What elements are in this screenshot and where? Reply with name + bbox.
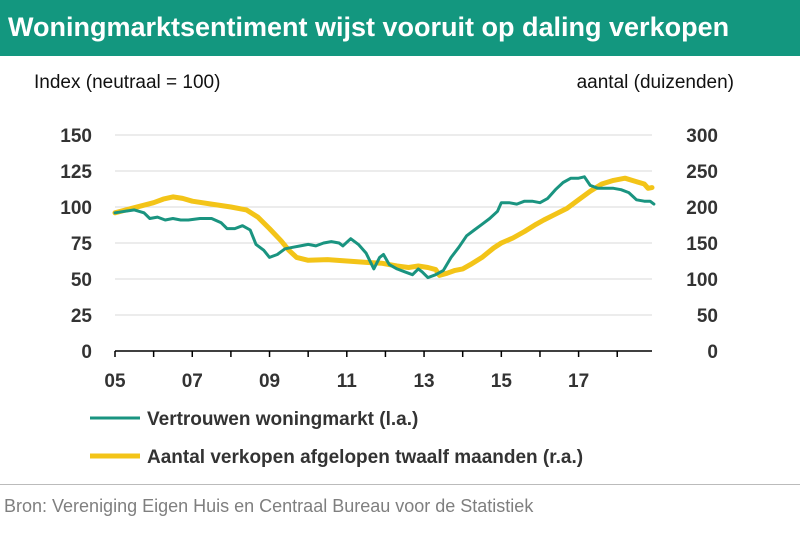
left-axis-label: Index (neutraal = 100): [34, 72, 221, 93]
series-line-confidence: [113, 175, 656, 280]
x-tick-label: 11: [337, 371, 358, 392]
y-left-tick-label: 50: [71, 270, 92, 291]
x-tick-label: 13: [413, 371, 434, 392]
y-left-tick-label: 100: [60, 198, 92, 219]
y-right-tick-label: 300: [686, 126, 718, 147]
chart-title: Woningmarktsentiment wijst vooruit op da…: [8, 12, 730, 42]
gridlines: [115, 134, 652, 316]
y-left-tick-label: 0: [81, 342, 92, 363]
y-left-tick-label: 125: [60, 162, 92, 183]
right-axis-label: aantal (duizenden): [576, 72, 734, 93]
y-left-tick-label: 25: [71, 306, 93, 327]
line-chart: 0 25 50 75 100 125 150 0 50 100 150 200 250 300 05 07 09…: [60, 126, 718, 468]
x-tick-label: 15: [491, 371, 513, 392]
source-note: Bron: Vereniging Eigen Huis en Centraal …: [4, 496, 534, 516]
x-tick-label: 05: [104, 371, 126, 392]
legend-label: Aantal verkopen afgelopen twaalf maanden…: [147, 447, 583, 468]
legend-label: Vertrouwen woningmarkt (l.a.): [147, 409, 418, 430]
title-bar: Woningmarktsentiment wijst vooruit op da…: [0, 0, 800, 56]
legend: Vertrouwen woningmarkt (l.a.) Aantal verk…: [90, 409, 583, 468]
y-left-tick-label: 75: [71, 234, 93, 255]
y-left-tick-label: 150: [60, 126, 92, 147]
y-right-tick-label: 100: [686, 270, 718, 291]
x-tick-label: 07: [182, 371, 203, 392]
y-right-tick-label: 200: [686, 198, 718, 219]
x-tick-label: 17: [568, 371, 589, 392]
series-lines: [112, 175, 656, 280]
divider: [0, 484, 800, 485]
y-right-tick-label: 150: [686, 234, 718, 255]
x-tick-label: 09: [259, 371, 280, 392]
y-right-tick-label: 250: [686, 162, 718, 183]
y-right-tick-label: 0: [707, 342, 718, 363]
y-right-tick-label: 50: [697, 306, 718, 327]
series-line-sales: [112, 175, 655, 278]
axes: 0 25 50 75 100 125 150 0 50 100 150 200 250 300 05 07 09…: [60, 126, 718, 392]
